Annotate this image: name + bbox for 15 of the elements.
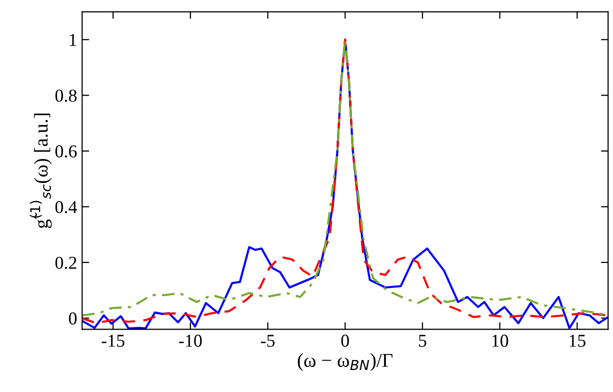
x-tick-label: 0: [341, 334, 349, 347]
x-tick-label: -10: [179, 334, 202, 347]
x-tick-label: -5: [260, 334, 275, 347]
x-tick-label: -15: [102, 334, 124, 347]
y-tick-label: 1: [70, 34, 76, 46]
x-tick-label: 5: [419, 334, 426, 347]
y-axis-title: g̃$^{(1)}$$_{sc}$(ω) [a.u.]: [30, 114, 52, 228]
y-tick-label: 0: [68, 312, 77, 325]
x-tick-label: 10: [492, 334, 508, 347]
y-tick-label: 0.6: [55, 145, 77, 158]
x-tick-label: 15: [570, 334, 586, 347]
y-tick-label: 0.2: [55, 256, 76, 269]
x-axis-title: (ω − ω$_{BN}$)/Γ: [298, 353, 392, 371]
y-tick-label: 0.4: [55, 200, 77, 214]
y-tick-label: 0.8: [55, 90, 77, 102]
